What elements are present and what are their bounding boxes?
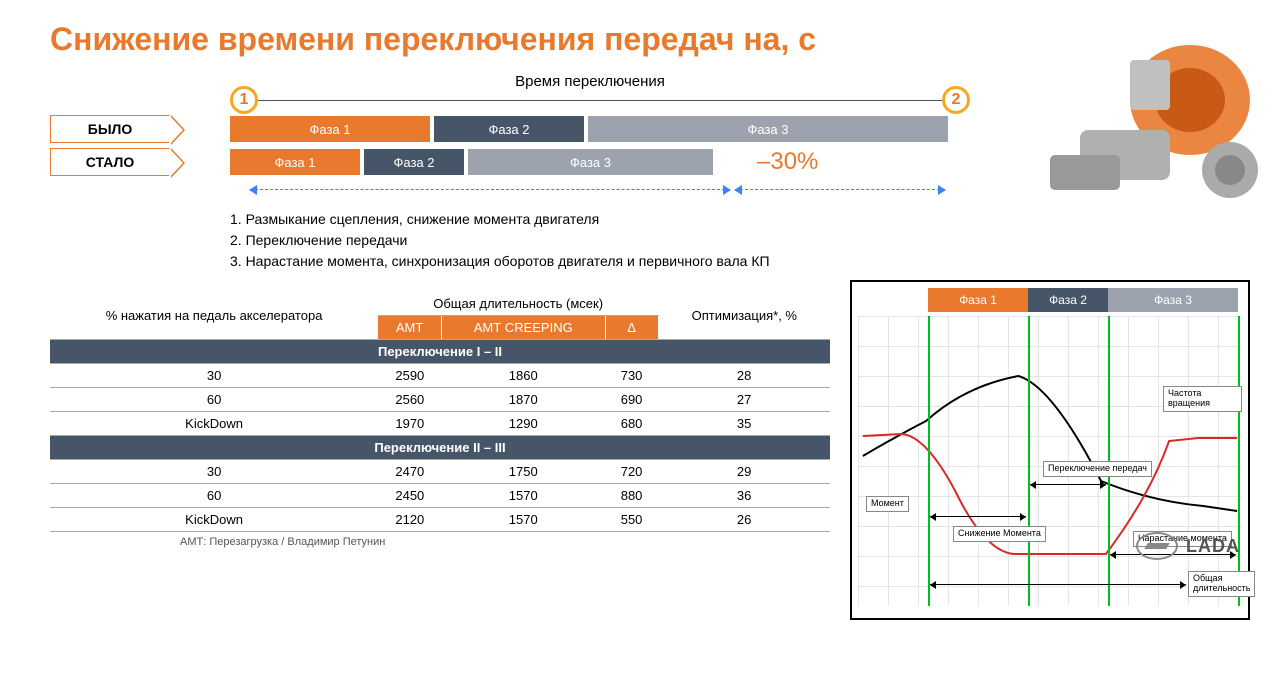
section-row: Переключение II – III: [50, 436, 830, 460]
phase-bar: Фаза 1: [230, 116, 430, 142]
table-row: 602560187069027: [50, 388, 830, 412]
note-3: 3. Нарастание момента, синхронизация обо…: [230, 251, 1230, 272]
label-was: БЫЛО: [50, 115, 170, 143]
timeline: Время переключения 1 2 БЫЛО Фаза 1Фаза 2…: [50, 73, 1230, 197]
col-duration: Общая длительность (мсек): [378, 292, 658, 316]
marker-2: 2: [942, 86, 970, 114]
lada-logo: LADA: [1136, 532, 1240, 560]
chart-vline: [1028, 316, 1030, 606]
chart-label: Снижение Момента: [953, 526, 1046, 542]
label-now: СТАЛО: [50, 148, 170, 176]
table-row: 302470175072029: [50, 460, 830, 484]
logo-icon: [1136, 532, 1178, 560]
phase-bar: Фаза 2: [434, 116, 584, 142]
sub-creep: АМТ CREEPING: [441, 316, 605, 340]
chart-label: Момент: [866, 496, 909, 512]
phase-bar: Фаза 2: [364, 149, 464, 175]
phase-bar: Фаза 1: [230, 149, 360, 175]
chart-label: Общая длительность: [1188, 571, 1255, 597]
phase-chart: Фаза 1Фаза 2Фаза 3 Частота вращения Момен…: [850, 280, 1250, 620]
timeline-header: Время переключения: [250, 73, 930, 90]
footer-note: АМТ: Перезагрузка / Владимир Петунин: [180, 536, 830, 548]
marker-1: 1: [230, 86, 258, 114]
data-table: % нажатия на педаль акселератора Общая д…: [50, 292, 830, 548]
reduction-text: –30%: [757, 148, 818, 176]
logo-text: LADA: [1186, 536, 1240, 557]
chart-arrow: [930, 584, 1186, 585]
phase-bar: Фаза 3: [588, 116, 948, 142]
sub-delta: Δ: [605, 316, 658, 340]
timeline-row-was: БЫЛО Фаза 1Фаза 2Фаза 3: [50, 115, 1230, 143]
note-2: 2. Переключение передачи: [230, 230, 1230, 251]
chart-label: Частота вращения: [1163, 386, 1242, 412]
timeline-row-now: СТАЛО Фаза 1Фаза 2Фаза 3 –30%: [50, 148, 1230, 176]
chart-phase-label: Фаза 3: [1108, 288, 1238, 312]
section-row: Переключение I – II: [50, 340, 830, 364]
chart-phase-label: Фаза 2: [1028, 288, 1108, 312]
chart-arrow: [930, 516, 1026, 517]
chart-arrow: [1030, 484, 1106, 485]
table-row: 302590186073028: [50, 364, 830, 388]
chart-vline: [928, 316, 930, 606]
chart-vline: [1238, 316, 1240, 606]
table-row: KickDown1970129068035: [50, 412, 830, 436]
col-opt: Оптимизация*, %: [658, 292, 830, 340]
table-row: 602450157088036: [50, 484, 830, 508]
table-row: KickDown2120157055026: [50, 508, 830, 532]
chart-phase-label: Фаза 1: [928, 288, 1028, 312]
phase-bar: Фаза 3: [468, 149, 713, 175]
dash-indicators: [230, 181, 970, 197]
chart-label: Переключение передач: [1043, 461, 1152, 477]
sub-amt: АМТ: [378, 316, 441, 340]
col-pedal: % нажатия на педаль акселератора: [50, 292, 378, 340]
timeline-arrow: 1 2: [230, 90, 970, 110]
